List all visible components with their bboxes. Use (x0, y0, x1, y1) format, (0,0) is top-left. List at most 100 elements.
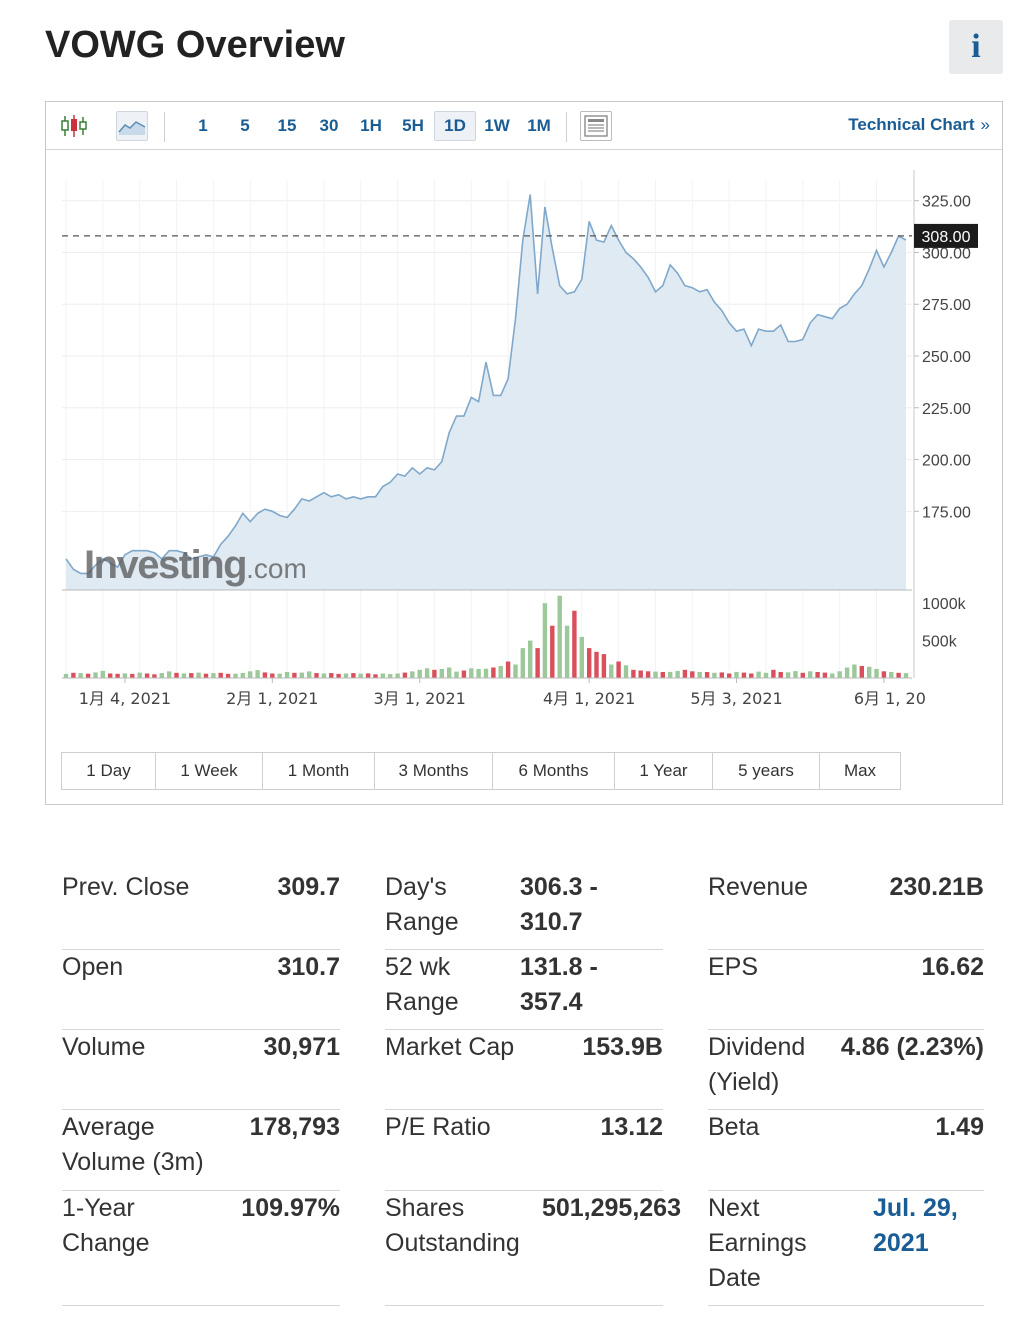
y-tick-label: 225.00 (922, 401, 971, 418)
stat-label: Market Cap (385, 1033, 515, 1061)
stat-value: 13.12 (600, 1113, 663, 1141)
double-chevron-right-icon: » (980, 115, 990, 134)
range-1-year[interactable]: 1 Year (615, 753, 713, 789)
stat-row: Day's Range 306.3 - 310.7 (385, 870, 663, 950)
stats-col3: Revenue 230.21B EPS 16.62 Dividend (Yield) 4.… (708, 870, 984, 1306)
earnings-date-link[interactable]: Jul. 29, 2021 (873, 1194, 958, 1257)
timeframe-1d[interactable]: 1D (434, 111, 476, 141)
volume-bar (734, 671, 739, 678)
volume-bar (432, 669, 437, 678)
volume-bar (498, 666, 503, 678)
volume-bar (225, 673, 231, 678)
volume-bar (402, 672, 408, 678)
price-chart[interactable]: Investing.com 325.00 300.00 275.00 250.00 225… (46, 150, 1002, 750)
volume-bar (167, 671, 172, 678)
chart-widget: 1 5 15 30 1H 5H 1D 1W 1M Technical Chart» Invest… (45, 101, 1003, 805)
volume-bar (903, 673, 909, 678)
volume-bar (822, 672, 828, 678)
volume-bar (815, 672, 820, 678)
volume-bar (793, 671, 798, 678)
volume-bar (719, 672, 724, 678)
stat-value: 109.97% (241, 1194, 340, 1222)
stat-value: 4.86 (2.23%) (840, 1033, 984, 1061)
volume-bar (395, 673, 400, 678)
range-1-day[interactable]: 1 Day (62, 753, 156, 789)
volume-bar (181, 673, 187, 678)
range-3-months[interactable]: 3 Months (375, 753, 493, 789)
volume-bar (78, 673, 83, 678)
technical-chart-label: Technical Chart (848, 115, 975, 134)
volume-bar (697, 672, 702, 678)
x-tick-label: 2月 1, 2021 (226, 689, 318, 708)
volume-bar (668, 671, 673, 678)
stat-value: 501,295,263 (541, 1194, 681, 1222)
range-max[interactable]: Max (820, 753, 900, 789)
range-6-months[interactable]: 6 Months (493, 753, 615, 789)
last-price-label: 308.00 (922, 229, 971, 246)
volume-bar (461, 670, 467, 678)
volume-bar (483, 668, 489, 678)
news-layout-icon[interactable] (580, 111, 612, 141)
stat-row: EPS 16.62 (708, 950, 984, 1030)
timeframe-5h[interactable]: 5H (402, 116, 424, 135)
volume-bar (299, 672, 304, 678)
volume-bar (277, 673, 282, 678)
x-tick-label: 4月 1, 2021 (543, 689, 635, 708)
range-selector: 1 Day 1 Week 1 Month 3 Months 6 Months 1 Year… (61, 752, 901, 790)
volume-bar (329, 673, 334, 678)
volume-tick-label: 1000k (922, 596, 967, 613)
volume-bar (469, 668, 474, 678)
volume-bar (255, 670, 260, 678)
volume-bar (270, 673, 275, 678)
timeframe-1m[interactable]: 1M (527, 116, 551, 135)
area-chart-icon[interactable] (116, 111, 148, 141)
investing-watermark-logo: Investing.com (84, 543, 307, 587)
volume-bar (675, 670, 680, 678)
volume-bar (564, 625, 570, 678)
y-tick-label: 200.00 (922, 453, 971, 470)
volume-bar (572, 610, 577, 678)
stat-row: Next Earnings Date Jul. 29, 2021 (708, 1191, 984, 1306)
volume-bar (248, 671, 253, 678)
timeframe-1[interactable]: 1 (198, 116, 208, 135)
stat-label: Dividend (Yield) (708, 1033, 806, 1096)
volume-bar (93, 672, 98, 678)
stat-value: 230.21B (889, 873, 984, 901)
stat-label: Average Volume (3m) (62, 1113, 204, 1176)
stat-value: 178,793 (249, 1113, 340, 1141)
volume-bar (616, 661, 621, 678)
volume-bar (203, 673, 209, 678)
range-5-years[interactable]: 5 years (713, 753, 820, 789)
technical-chart-link[interactable]: Technical Chart » (848, 115, 990, 135)
volume-bar (594, 651, 599, 678)
timeframe-5[interactable]: 5 (240, 116, 250, 135)
range-1-week[interactable]: 1 Week (156, 753, 263, 789)
y-tick-label: 300.00 (922, 245, 971, 262)
volume-bar (152, 674, 157, 678)
volume-bar (601, 654, 607, 678)
timeframe-30[interactable]: 30 (319, 116, 339, 135)
volume-bar (233, 673, 238, 678)
stat-value: 310.7 (277, 953, 340, 981)
volume-bar (454, 671, 459, 678)
volume-bar (889, 672, 894, 678)
candlestick-icon[interactable] (58, 111, 90, 141)
volume-bar (749, 673, 754, 678)
volume-bar (108, 673, 113, 678)
stats-col2: Day's Range 306.3 - 310.7 52 wk Range 131.8… (385, 870, 681, 1306)
stat-row: Prev. Close 309.7 (62, 870, 340, 950)
timeframe-1w[interactable]: 1W (484, 116, 510, 135)
volume-bar (712, 672, 717, 678)
timeframe-15[interactable]: 15 (277, 116, 297, 135)
stat-label: P/E Ratio (385, 1113, 491, 1141)
y-tick-label: 275.00 (922, 297, 971, 314)
info-button[interactable]: i (949, 20, 1003, 74)
stat-row: Average Volume (3m) 178,793 (62, 1110, 340, 1191)
volume-bar (771, 669, 776, 678)
timeframe-1h[interactable]: 1H (360, 116, 382, 135)
stat-label: Day's Range (385, 873, 459, 936)
volume-bar (844, 667, 850, 678)
volume-bar (211, 673, 216, 678)
volume-bar (505, 661, 511, 678)
range-1-month[interactable]: 1 Month (263, 753, 375, 789)
